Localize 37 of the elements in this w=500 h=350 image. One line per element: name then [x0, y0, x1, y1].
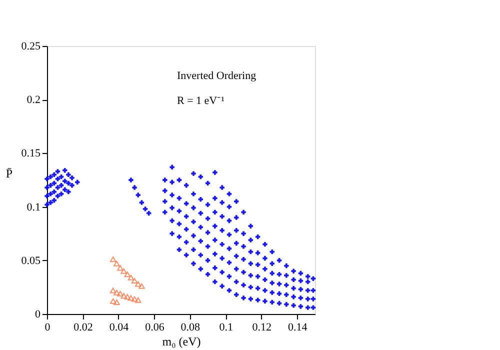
y-tick-label: 0 [35, 308, 41, 320]
point [117, 290, 124, 296]
x-tick-label: 0.1 [219, 322, 234, 334]
y-tick-label: 0.15 [21, 148, 41, 160]
x-tick-label: 0.06 [145, 322, 165, 334]
y-tick-label: 0.2 [26, 94, 40, 106]
point [134, 281, 142, 287]
point [114, 260, 120, 266]
point [131, 278, 138, 284]
x-tick-label: 0.04 [109, 322, 130, 334]
point [128, 295, 134, 301]
point [128, 274, 134, 280]
point [120, 292, 127, 299]
y-tick-label: 0.25 [21, 40, 41, 52]
x-tick-label: 0.14 [288, 322, 308, 334]
point [110, 298, 116, 304]
point [114, 299, 120, 305]
point [134, 297, 142, 303]
annotation: R = 1 eV⁻¹ [177, 95, 224, 107]
x-tick-label: 0 [44, 322, 51, 334]
point [120, 268, 127, 274]
x-tick-label: 0.12 [252, 322, 272, 334]
point [124, 294, 131, 300]
point [110, 288, 116, 294]
x-tick-label: 0.08 [180, 322, 201, 334]
point [138, 283, 145, 289]
y-axis-title: P̄ [6, 166, 13, 180]
point [114, 290, 120, 296]
annotation: Inverted Ordering [177, 70, 257, 82]
y-tick-label: 0.05 [21, 254, 41, 267]
x-axis-title: m₀ (eV) [162, 334, 201, 348]
point [110, 256, 116, 262]
y-tick-label: 0.1 [26, 201, 40, 214]
point [124, 272, 131, 278]
point [117, 265, 124, 271]
x-tick-label: 0.02 [74, 322, 93, 334]
point [131, 296, 138, 302]
